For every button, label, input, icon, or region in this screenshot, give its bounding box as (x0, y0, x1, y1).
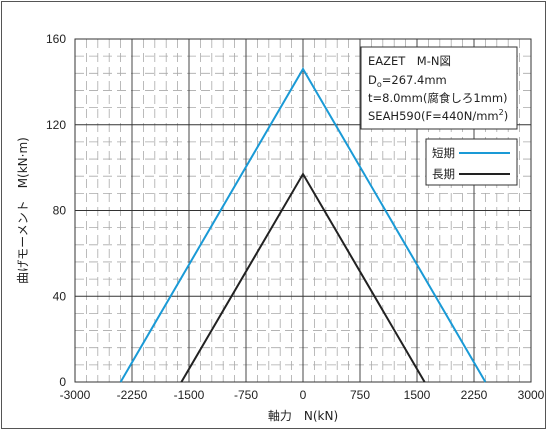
y-axis-label: 曲げモーメント M(kN·m) (16, 137, 30, 284)
legend: 短期 長期 (425, 138, 518, 186)
x-tick-label: -3000 (60, 388, 91, 402)
x-tick-label: -750 (234, 388, 258, 402)
y-tick-labels: 0 40 80 120 160 (46, 32, 66, 389)
info-material-close: ) (504, 109, 509, 123)
info-diameter-symbol: D (368, 73, 377, 87)
info-thickness: t=8.0mm(腐食しろ1mm) (368, 91, 508, 105)
info-diameter-sub: o (377, 80, 382, 89)
x-tick-label: 3000 (518, 388, 545, 402)
x-tick-label: -1500 (174, 388, 205, 402)
info-box: EAZET M-N図 Do=267.4mm t=8.0mm(腐食しろ1mm) S… (360, 46, 518, 130)
legend-frame (425, 138, 518, 186)
legend-label-long-term: 長期 (432, 167, 455, 181)
x-tick-label: 750 (350, 388, 370, 402)
info-diameter: Do=267.4mm (368, 73, 447, 89)
info-material-sup: 2 (499, 108, 504, 117)
x-axis-label: 軸力 N(kN) (268, 409, 338, 423)
y-tick-label: 40 (53, 289, 67, 303)
x-tick-label: 1500 (404, 388, 431, 402)
legend-label-short-term: 短期 (432, 146, 455, 160)
y-tick-label: 160 (46, 32, 66, 46)
series-line-short-term (119, 67, 487, 383)
info-diameter-value: =267.4mm (382, 73, 447, 87)
info-material: SEAH590(F=440N/mm2) (368, 108, 508, 123)
y-tick-label: 80 (53, 204, 67, 218)
plot-border (74, 38, 532, 383)
info-material-main: SEAH590(F=440N/mm (368, 109, 499, 123)
x-tick-label: 0 (300, 388, 307, 402)
x-tick-label: 2250 (461, 388, 488, 402)
y-tick-label: 120 (46, 118, 66, 132)
x-tick-label: -2250 (117, 388, 148, 402)
y-tick-label: 0 (59, 375, 66, 389)
x-tick-labels: -3000 -2250 -1500 -750 0 750 1500 2250 3000 (60, 388, 545, 402)
info-title: EAZET M-N図 (368, 54, 451, 68)
info-box-frame (360, 46, 518, 130)
series-layer (119, 67, 487, 383)
series-line-long-term (180, 172, 426, 383)
